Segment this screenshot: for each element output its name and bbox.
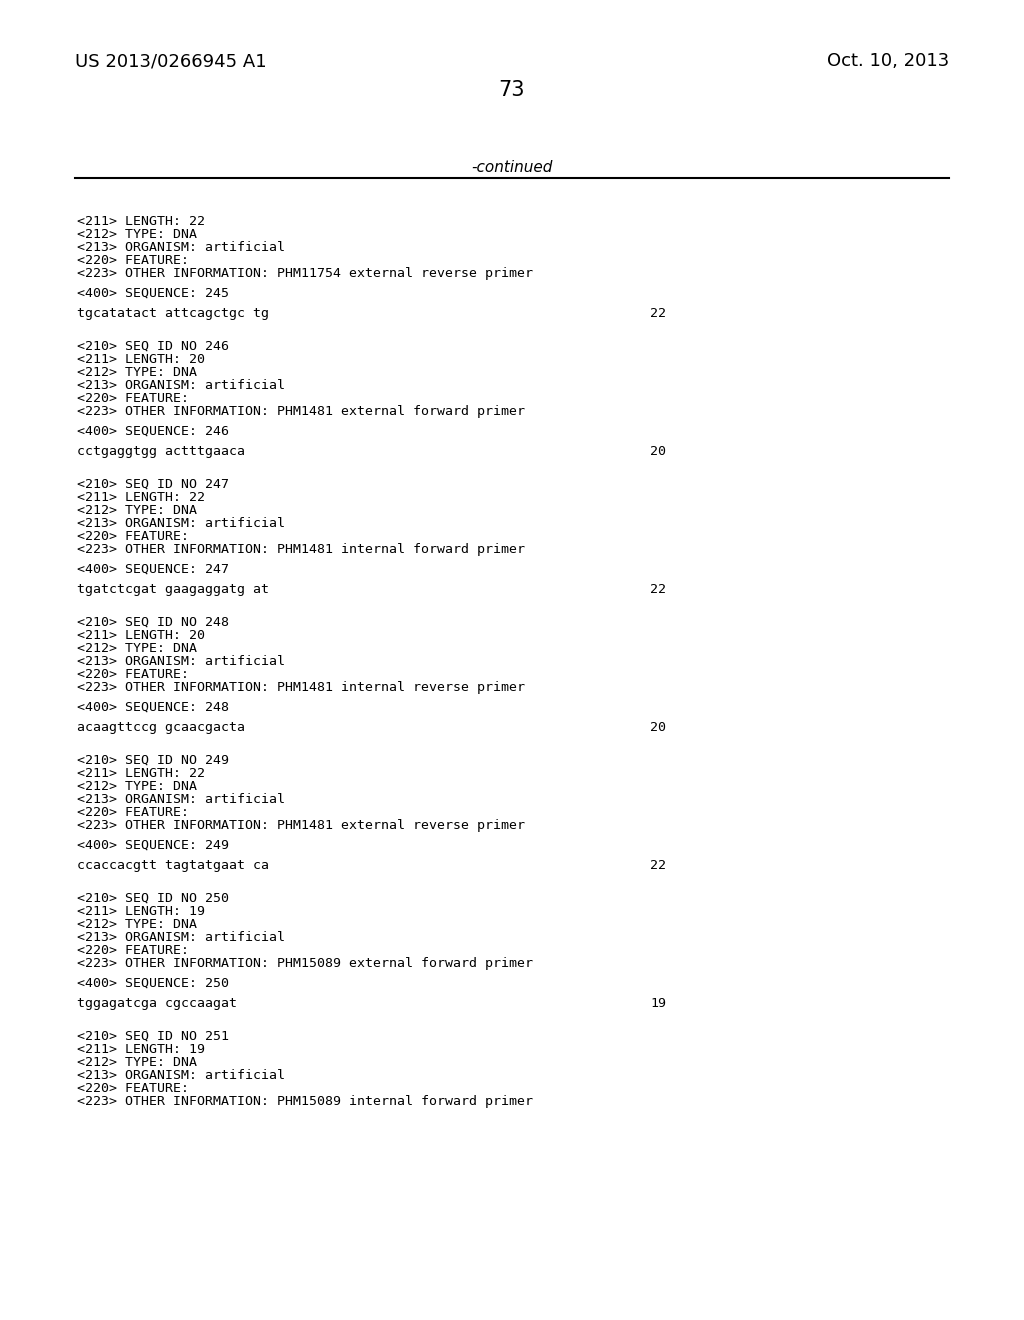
Text: <400> SEQUENCE: 249: <400> SEQUENCE: 249 <box>77 840 228 851</box>
Text: <223> OTHER INFORMATION: PHM1481 internal reverse primer: <223> OTHER INFORMATION: PHM1481 interna… <box>77 681 524 694</box>
Text: <212> TYPE: DNA: <212> TYPE: DNA <box>77 228 197 242</box>
Text: -continued: -continued <box>471 160 553 176</box>
Text: tgcatatact attcagctgc tg: tgcatatact attcagctgc tg <box>77 308 268 319</box>
Text: 22: 22 <box>650 308 667 319</box>
Text: <211> LENGTH: 22: <211> LENGTH: 22 <box>77 767 205 780</box>
Text: <223> OTHER INFORMATION: PHM1481 external forward primer: <223> OTHER INFORMATION: PHM1481 externa… <box>77 405 524 418</box>
Text: <220> FEATURE:: <220> FEATURE: <box>77 531 188 543</box>
Text: 20: 20 <box>650 445 667 458</box>
Text: 20: 20 <box>650 721 667 734</box>
Text: <211> LENGTH: 22: <211> LENGTH: 22 <box>77 215 205 228</box>
Text: <210> SEQ ID NO 251: <210> SEQ ID NO 251 <box>77 1030 228 1043</box>
Text: <400> SEQUENCE: 250: <400> SEQUENCE: 250 <box>77 977 228 990</box>
Text: cctgaggtgg actttgaaca: cctgaggtgg actttgaaca <box>77 445 245 458</box>
Text: 22: 22 <box>650 859 667 873</box>
Text: <213> ORGANISM: artificial: <213> ORGANISM: artificial <box>77 793 285 807</box>
Text: Oct. 10, 2013: Oct. 10, 2013 <box>826 51 949 70</box>
Text: <213> ORGANISM: artificial: <213> ORGANISM: artificial <box>77 931 285 944</box>
Text: <400> SEQUENCE: 247: <400> SEQUENCE: 247 <box>77 564 228 576</box>
Text: <220> FEATURE:: <220> FEATURE: <box>77 1082 188 1096</box>
Text: <211> LENGTH: 19: <211> LENGTH: 19 <box>77 906 205 917</box>
Text: <210> SEQ ID NO 248: <210> SEQ ID NO 248 <box>77 616 228 630</box>
Text: <223> OTHER INFORMATION: PHM15089 external forward primer: <223> OTHER INFORMATION: PHM15089 extern… <box>77 957 532 970</box>
Text: <400> SEQUENCE: 245: <400> SEQUENCE: 245 <box>77 286 228 300</box>
Text: <210> SEQ ID NO 247: <210> SEQ ID NO 247 <box>77 478 228 491</box>
Text: <213> ORGANISM: artificial: <213> ORGANISM: artificial <box>77 379 285 392</box>
Text: <400> SEQUENCE: 246: <400> SEQUENCE: 246 <box>77 425 228 438</box>
Text: <223> OTHER INFORMATION: PHM15089 internal forward primer: <223> OTHER INFORMATION: PHM15089 intern… <box>77 1096 532 1107</box>
Text: <223> OTHER INFORMATION: PHM1481 external reverse primer: <223> OTHER INFORMATION: PHM1481 externa… <box>77 818 524 832</box>
Text: <212> TYPE: DNA: <212> TYPE: DNA <box>77 917 197 931</box>
Text: <213> ORGANISM: artificial: <213> ORGANISM: artificial <box>77 1069 285 1082</box>
Text: <212> TYPE: DNA: <212> TYPE: DNA <box>77 504 197 517</box>
Text: <210> SEQ ID NO 250: <210> SEQ ID NO 250 <box>77 892 228 906</box>
Text: <212> TYPE: DNA: <212> TYPE: DNA <box>77 780 197 793</box>
Text: <220> FEATURE:: <220> FEATURE: <box>77 807 188 818</box>
Text: <220> FEATURE:: <220> FEATURE: <box>77 944 188 957</box>
Text: <210> SEQ ID NO 246: <210> SEQ ID NO 246 <box>77 341 228 352</box>
Text: <220> FEATURE:: <220> FEATURE: <box>77 668 188 681</box>
Text: <213> ORGANISM: artificial: <213> ORGANISM: artificial <box>77 517 285 531</box>
Text: <223> OTHER INFORMATION: PHM1481 internal forward primer: <223> OTHER INFORMATION: PHM1481 interna… <box>77 543 524 556</box>
Text: 73: 73 <box>499 81 525 100</box>
Text: <223> OTHER INFORMATION: PHM11754 external reverse primer: <223> OTHER INFORMATION: PHM11754 extern… <box>77 267 532 280</box>
Text: <212> TYPE: DNA: <212> TYPE: DNA <box>77 1056 197 1069</box>
Text: <400> SEQUENCE: 248: <400> SEQUENCE: 248 <box>77 701 228 714</box>
Text: tggagatcga cgccaagat: tggagatcga cgccaagat <box>77 997 237 1010</box>
Text: <220> FEATURE:: <220> FEATURE: <box>77 253 188 267</box>
Text: <210> SEQ ID NO 249: <210> SEQ ID NO 249 <box>77 754 228 767</box>
Text: <211> LENGTH: 19: <211> LENGTH: 19 <box>77 1043 205 1056</box>
Text: <213> ORGANISM: artificial: <213> ORGANISM: artificial <box>77 655 285 668</box>
Text: <211> LENGTH: 20: <211> LENGTH: 20 <box>77 630 205 642</box>
Text: 22: 22 <box>650 583 667 597</box>
Text: tgatctcgat gaagaggatg at: tgatctcgat gaagaggatg at <box>77 583 268 597</box>
Text: ccaccacgtt tagtatgaat ca: ccaccacgtt tagtatgaat ca <box>77 859 268 873</box>
Text: <212> TYPE: DNA: <212> TYPE: DNA <box>77 642 197 655</box>
Text: US 2013/0266945 A1: US 2013/0266945 A1 <box>75 51 266 70</box>
Text: <220> FEATURE:: <220> FEATURE: <box>77 392 188 405</box>
Text: <211> LENGTH: 22: <211> LENGTH: 22 <box>77 491 205 504</box>
Text: acaagttccg gcaacgacta: acaagttccg gcaacgacta <box>77 721 245 734</box>
Text: <213> ORGANISM: artificial: <213> ORGANISM: artificial <box>77 242 285 253</box>
Text: <212> TYPE: DNA: <212> TYPE: DNA <box>77 366 197 379</box>
Text: <211> LENGTH: 20: <211> LENGTH: 20 <box>77 352 205 366</box>
Text: 19: 19 <box>650 997 667 1010</box>
